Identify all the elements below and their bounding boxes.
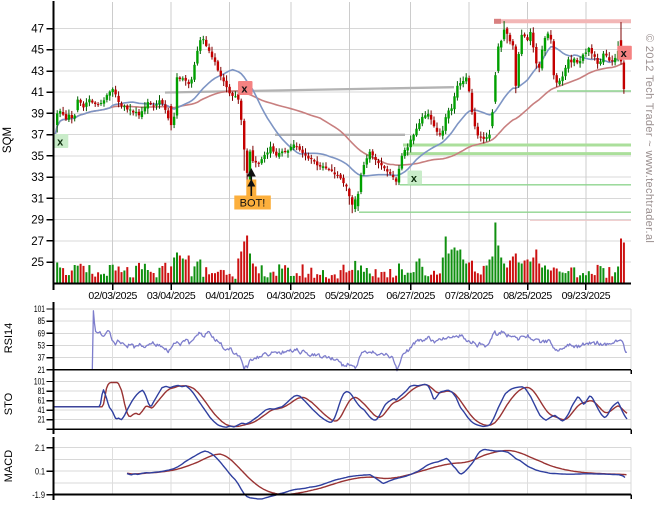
svg-text:33: 33 (31, 172, 44, 184)
svg-text:81: 81 (38, 386, 45, 396)
svg-text:39: 39 (31, 108, 44, 120)
svg-text:61: 61 (38, 396, 45, 406)
svg-text:43: 43 (31, 66, 44, 78)
svg-text:2.1: 2.1 (35, 443, 45, 454)
svg-text:101: 101 (34, 377, 45, 387)
svg-text:06/27/2025: 06/27/2025 (386, 290, 435, 302)
svg-text:05/29/2025: 05/29/2025 (325, 290, 374, 302)
svg-text:x: x (621, 48, 628, 60)
svg-text:04/01/2025: 04/01/2025 (205, 290, 254, 302)
svg-text:SQM: SQM (2, 127, 14, 153)
svg-text:x: x (57, 136, 64, 148)
svg-text:41: 41 (38, 405, 45, 415)
svg-text:69: 69 (38, 328, 45, 338)
svg-text:STO: STO (3, 392, 15, 415)
svg-text:© 2012 Tech Trader ~ www.techt: © 2012 Tech Trader ~ www.techtrader.al (643, 34, 655, 243)
svg-text:101: 101 (34, 304, 45, 314)
svg-text:-1.9: -1.9 (32, 490, 45, 501)
svg-text:RSI14: RSI14 (3, 323, 15, 354)
svg-text:53: 53 (38, 341, 45, 351)
svg-text:29: 29 (31, 215, 44, 227)
svg-text:04/30/2025: 04/30/2025 (267, 290, 316, 302)
svg-text:0.1: 0.1 (35, 466, 45, 477)
svg-text:45: 45 (31, 45, 44, 57)
svg-text:37: 37 (31, 130, 44, 142)
svg-text:03/04/2025: 03/04/2025 (147, 290, 196, 302)
svg-text:x: x (411, 173, 418, 185)
svg-text:21: 21 (38, 415, 45, 425)
svg-text:47: 47 (31, 24, 44, 36)
svg-text:07/28/2025: 07/28/2025 (445, 290, 494, 302)
svg-text:31: 31 (31, 193, 44, 205)
svg-text:09/23/2025: 09/23/2025 (562, 290, 611, 302)
svg-text:08/25/2025: 08/25/2025 (503, 290, 552, 302)
svg-text:85: 85 (38, 316, 45, 326)
svg-text:MACD: MACD (3, 450, 15, 482)
svg-text:35: 35 (31, 151, 44, 163)
svg-text:37: 37 (38, 353, 45, 363)
svg-text:21: 21 (38, 365, 45, 375)
svg-text:BOT!: BOT! (240, 198, 266, 210)
svg-text:x: x (241, 83, 248, 95)
svg-text:02/03/2025: 02/03/2025 (88, 290, 137, 302)
svg-text:25: 25 (31, 257, 44, 269)
svg-text:41: 41 (31, 87, 44, 99)
svg-text:27: 27 (31, 236, 44, 248)
